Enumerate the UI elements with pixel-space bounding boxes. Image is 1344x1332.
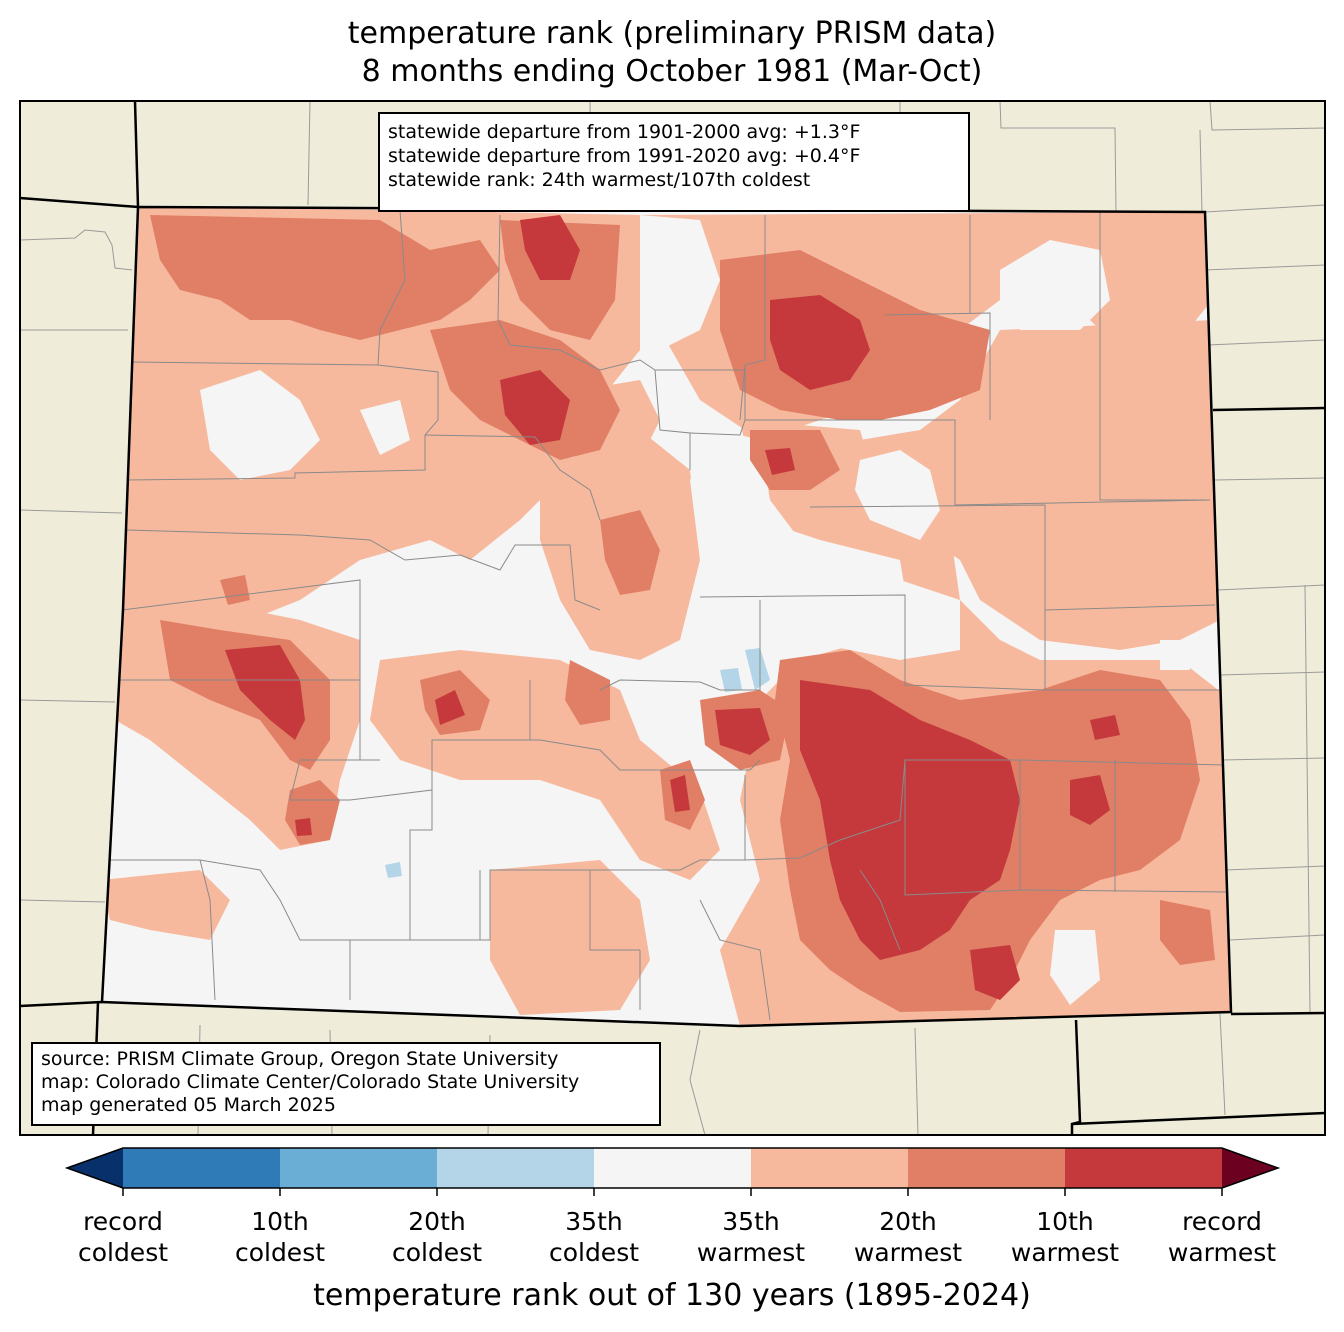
source-box: source: PRISM Climate Group, Oregon Stat… bbox=[31, 1042, 661, 1126]
colorbar-label-10th-coldest: 10th coldest bbox=[234, 1207, 326, 1267]
stats-rank: statewide rank: 24th warmest/107th colde… bbox=[388, 169, 811, 191]
colorbar-bin-20th-35th-coldest bbox=[437, 1148, 594, 1188]
colorbar-label-35th-warmest: 35th warmest bbox=[696, 1207, 806, 1267]
rank-10th-record-warmest bbox=[225, 215, 1120, 1000]
colorado-rank-field bbox=[102, 207, 1231, 1026]
stats-departure-1991-2020: statewide departure from 1991-2020 avg: … bbox=[388, 145, 861, 167]
colorado-county-lines bbox=[102, 209, 1231, 1021]
colorbar-ticks bbox=[122, 1188, 1223, 1196]
colorbar-label-10th-warmest: 10th warmest bbox=[1010, 1207, 1120, 1267]
colorbar-bin-10th-record-warmest bbox=[1065, 1148, 1222, 1188]
rank-20th-35th-coldest bbox=[385, 648, 770, 878]
colorbar-extend-warmest bbox=[1222, 1148, 1278, 1188]
generated-date-line: map generated 05 March 2025 bbox=[41, 1094, 336, 1116]
stats-departure-1901-2000: statewide departure from 1901-2000 avg: … bbox=[388, 121, 861, 143]
colorbar-bin-near-normal bbox=[594, 1148, 751, 1188]
colorado-border bbox=[100, 205, 1233, 1028]
statewide-stats-box: statewide departure from 1901-2000 avg: … bbox=[378, 112, 970, 212]
colorbar-label-20th-warmest: 20th warmest bbox=[853, 1207, 963, 1267]
map-credit-line: map: Colorado Climate Center/Colorado St… bbox=[41, 1071, 580, 1093]
colorbar-bin-10th-20th-coldest bbox=[280, 1148, 437, 1188]
map-title-line-1: temperature rank (preliminary PRISM data… bbox=[347, 16, 997, 51]
colorbar-bin-35th-20th-warmest bbox=[751, 1148, 908, 1188]
colorbar-title: temperature rank out of 130 years (1895-… bbox=[313, 1278, 1031, 1313]
colorbar-label-record-warmest: record warmest bbox=[1167, 1207, 1277, 1267]
map-frame bbox=[19, 100, 1326, 1136]
state-borders bbox=[20, 101, 1325, 1135]
colorbar-bin-record-10th-coldest bbox=[123, 1148, 280, 1188]
colorbar-label-35th-coldest: 35th coldest bbox=[548, 1207, 640, 1267]
colorbar-bin-20th-10th-warmest bbox=[908, 1148, 1065, 1188]
colorbar-extend-coldest bbox=[67, 1148, 123, 1188]
map-title-line-2: 8 months ending October 1981 (Mar-Oct) bbox=[361, 54, 983, 89]
map-area bbox=[20, 101, 1325, 1135]
colorbar-label-20th-coldest: 20th coldest bbox=[391, 1207, 483, 1267]
near-normal-patches bbox=[200, 215, 1190, 1005]
colorbar-label-record-coldest: record coldest bbox=[77, 1207, 169, 1267]
colorbar bbox=[64, 1147, 1281, 1196]
source-line: source: PRISM Climate Group, Oregon Stat… bbox=[41, 1048, 559, 1070]
